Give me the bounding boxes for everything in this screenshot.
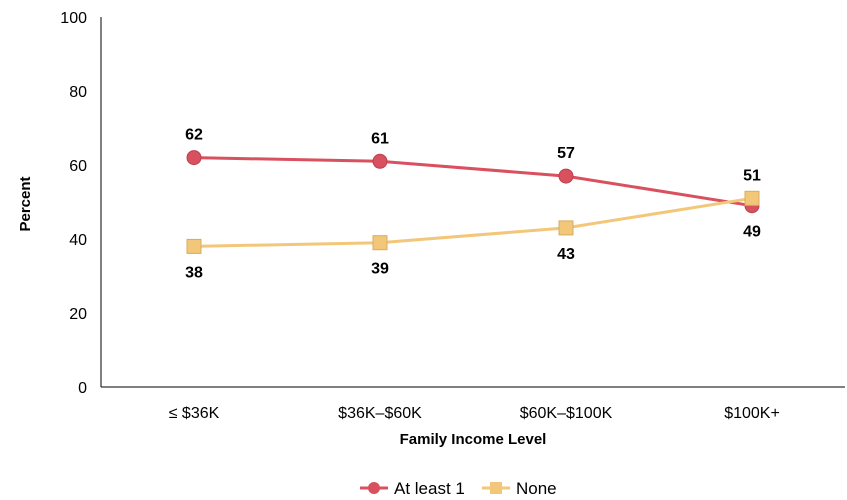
series-line — [193, 156, 753, 208]
x-axis-title: Family Income Level — [400, 431, 547, 448]
series-at-least-1 — [186, 150, 760, 214]
legend-item-none: None — [482, 479, 557, 498]
data-label: 38 — [185, 264, 203, 281]
y-tick-label: 100 — [60, 10, 87, 27]
x-tick-label: $60K–$100K — [520, 405, 613, 422]
y-tick-label: 60 — [69, 158, 87, 175]
axes — [100, 17, 845, 388]
legend-label: None — [516, 479, 557, 498]
y-tick-label: 80 — [69, 84, 87, 101]
data-label: 62 — [185, 127, 203, 144]
legend-item-at-least-1: At least 1 — [360, 479, 465, 498]
data-labels: 62 61 57 49 38 39 43 51 — [185, 127, 761, 282]
y-tick-labels: 0 20 40 60 80 100 — [60, 10, 87, 397]
data-label: 43 — [557, 246, 575, 263]
data-label: 57 — [557, 145, 575, 162]
x-tick-label: $36K–$60K — [338, 405, 422, 422]
legend-marker — [490, 482, 502, 494]
data-point — [558, 168, 574, 184]
series-layer — [186, 150, 760, 254]
series-line — [193, 196, 753, 248]
data-point — [186, 150, 202, 166]
x-tick-label: ≤ $36K — [169, 405, 220, 422]
y-tick-label: 0 — [78, 380, 87, 397]
x-tick-label: $100K+ — [724, 405, 780, 422]
data-label: 49 — [743, 224, 761, 241]
data-point — [558, 220, 574, 236]
data-point — [744, 190, 760, 206]
legend-label: At least 1 — [394, 479, 465, 498]
x-tick-labels: ≤ $36K $36K–$60K $60K–$100K $100K+ — [169, 405, 780, 422]
y-tick-label: 40 — [69, 232, 87, 249]
y-axis-title: Percent — [17, 176, 34, 231]
data-point — [372, 153, 388, 169]
series-none — [186, 190, 760, 254]
data-point — [372, 235, 388, 251]
data-label: 51 — [743, 167, 761, 184]
y-tick-label: 20 — [69, 306, 87, 323]
data-label: 61 — [371, 130, 389, 147]
data-label: 39 — [371, 261, 389, 278]
data-point — [186, 238, 202, 254]
legend: At least 1 None — [360, 479, 557, 498]
legend-marker — [368, 482, 380, 494]
